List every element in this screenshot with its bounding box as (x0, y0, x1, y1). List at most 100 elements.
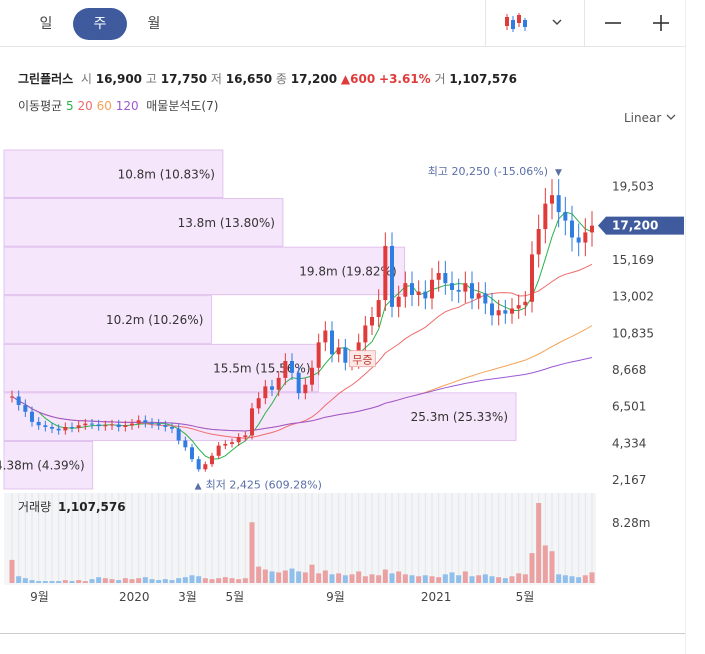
max-label: 최고 20,250 (-15.06%) (428, 165, 548, 178)
minus-icon[interactable] (603, 13, 623, 33)
volume-bar (36, 581, 42, 583)
candle-body (510, 308, 514, 314)
ma120-line (11, 357, 593, 432)
volume-bar (109, 579, 115, 583)
volume-bar (582, 575, 588, 583)
candle-body (423, 291, 428, 299)
candle-body (276, 377, 281, 390)
open-price: 16,900 (95, 72, 143, 86)
candle-body (256, 398, 261, 409)
volume-bar (89, 579, 95, 583)
volume-bar (496, 577, 502, 583)
candle-body (343, 347, 348, 363)
tab-week[interactable]: 주 (73, 8, 127, 40)
candle-body (76, 425, 81, 428)
high-price: 17,750 (160, 72, 208, 86)
candle-body (43, 425, 48, 427)
candle-body (563, 212, 568, 221)
volume-profile-bar (3, 295, 212, 344)
x-tick-label: 9월 (30, 590, 49, 604)
volume-bar (82, 581, 88, 583)
price-chart[interactable]: 10.8m (10.83%) 13.8m (13.80%) 19.8m (19.82… (0, 130, 705, 630)
scale-selector[interactable]: Linear (624, 111, 677, 125)
y-tick-label: 10,835 (612, 326, 654, 340)
volume-bar (462, 571, 468, 583)
candle-body (123, 425, 128, 427)
candle-body (556, 195, 561, 213)
candle-body (296, 372, 301, 394)
volume-bar (122, 578, 128, 583)
volume-bar (316, 573, 322, 583)
volume-bar (56, 581, 62, 583)
y-tick-label: 8,668 (612, 363, 646, 377)
volume-bar (242, 578, 248, 583)
volume-bar (102, 578, 108, 583)
candle-body (243, 435, 248, 438)
candle-body (230, 442, 234, 444)
volume-bar (149, 579, 155, 583)
volume-total: 1,107,576 (449, 72, 517, 86)
candle-body (436, 273, 441, 280)
candle-body (476, 293, 481, 299)
annotation-box (348, 350, 376, 368)
volume-bar (69, 581, 75, 583)
candle-body (56, 428, 61, 431)
volume-bar (469, 576, 475, 583)
volume-bar (329, 574, 335, 583)
annotation-label: 무증 (352, 354, 372, 367)
volume-bar (489, 576, 495, 583)
ma60-label: 60 (96, 99, 112, 113)
candlestick-icon[interactable] (504, 12, 528, 34)
volume-bar (296, 571, 302, 583)
candle-body (183, 440, 188, 448)
volume-bar (356, 571, 362, 583)
candle-body (330, 330, 334, 355)
volume-bar (509, 576, 515, 583)
candle-body (470, 283, 474, 299)
volume-bar (249, 522, 255, 583)
candle-body (383, 245, 388, 301)
y-tick-label: 2,167 (612, 473, 646, 487)
volume-bar (382, 569, 388, 583)
candle-body (503, 310, 508, 314)
volume-profile-label: 10.8m (10.83%) (118, 167, 215, 181)
candle-body (223, 443, 228, 446)
volume-bar (16, 576, 22, 583)
volume-bar (389, 573, 395, 583)
ma20-label: 20 (77, 99, 93, 113)
max-marker: ▼ (555, 168, 562, 178)
volume-bar (282, 570, 288, 583)
volume-bar (349, 574, 355, 583)
volume-profile-label: 4.38m (4.39%) (0, 459, 85, 473)
current-price-tag (598, 216, 684, 235)
tab-day[interactable]: 일 (39, 16, 53, 32)
candle-body (543, 203, 548, 230)
volume-profile-label: 13.8m (13.80%) (178, 216, 275, 230)
stock-name: 그린플러스 (18, 72, 74, 86)
chevron-down-icon (666, 114, 676, 120)
volume-bar (549, 551, 555, 583)
ma5-line (11, 211, 593, 460)
quote-line: 그린플러스 시 16,900 고 17,750 저 16,650 종 17,20… (18, 72, 517, 86)
candle-body (303, 384, 308, 394)
candle-body (396, 296, 401, 307)
y-tick-label: 19,503 (612, 180, 654, 194)
x-tick-label: 2021 (421, 590, 452, 604)
volume-value: 1,107,576 (58, 500, 126, 514)
tab-month[interactable]: 월 (147, 16, 161, 32)
volume-bar (542, 545, 548, 583)
volume-bar (202, 578, 208, 583)
volume-bar (576, 577, 582, 583)
candle-body (50, 426, 54, 429)
candle-body (496, 310, 501, 316)
volume-bar (222, 577, 228, 583)
candle-body (530, 254, 534, 302)
plus-icon[interactable] (651, 13, 671, 33)
chevron-down-icon[interactable] (550, 14, 564, 28)
x-tick-label: 5월 (516, 590, 535, 604)
min-label: 최저 2,425 (609.28%) (206, 479, 322, 492)
ma-legend[interactable]: 이동평균 5 20 60 120 매물분석도(7) (18, 99, 219, 113)
volume-profile-label: 15.5m (15.56%) (213, 362, 310, 376)
volume-bar (129, 579, 135, 583)
volume-bar (182, 577, 188, 583)
